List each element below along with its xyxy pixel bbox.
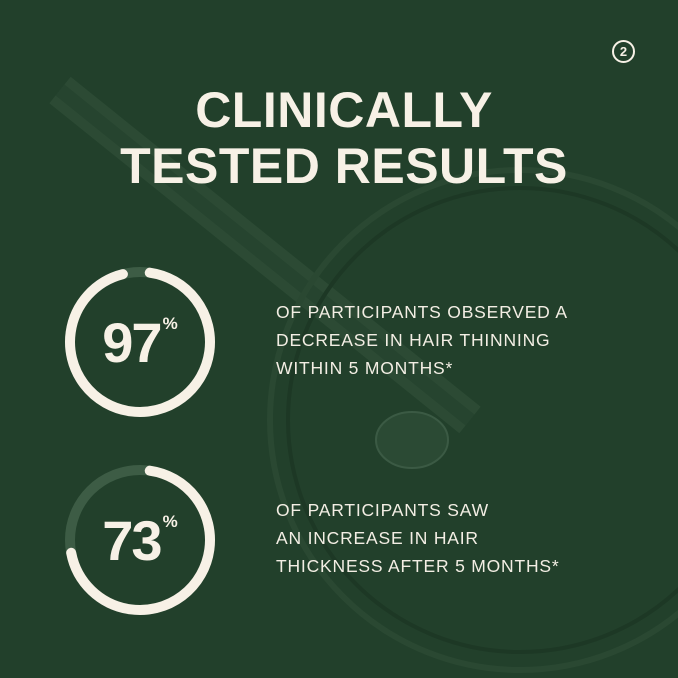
ring-progress	[65, 465, 215, 615]
stat-unit: %	[162, 314, 178, 333]
page-title: CLINICALLY TESTED RESULTS	[0, 82, 678, 194]
stat-ring-2: 73%	[64, 464, 216, 616]
ring-progress	[65, 267, 215, 417]
petri-dish-shape	[267, 167, 678, 673]
title-line-1: CLINICALLY	[195, 82, 493, 138]
desc-line: THICKNESS AFTER 5 MONTHS*	[276, 556, 560, 576]
stat-value: 73	[102, 508, 162, 572]
desc-line: DECREASE IN HAIR THINNING	[276, 330, 551, 350]
stat-unit: %	[162, 512, 178, 531]
title-line-2: TESTED RESULTS	[120, 138, 568, 194]
stat-ring-1: 97%	[64, 266, 216, 418]
stat-value: 97	[102, 310, 162, 374]
desc-line: WITHIN 5 MONTHS*	[276, 358, 454, 378]
page-number-badge: 2	[612, 40, 635, 63]
desc-line: AN INCREASE IN HAIR	[276, 528, 479, 548]
stat-description-2: OF PARTICIPANTS SAW AN INCREASE IN HAIR …	[276, 496, 560, 580]
stat-description-1: OF PARTICIPANTS OBSERVED A DECREASE IN H…	[276, 298, 568, 382]
desc-line: OF PARTICIPANTS SAW	[276, 500, 489, 520]
droplet-shape	[375, 411, 449, 469]
desc-line: OF PARTICIPANTS OBSERVED A	[276, 302, 568, 322]
